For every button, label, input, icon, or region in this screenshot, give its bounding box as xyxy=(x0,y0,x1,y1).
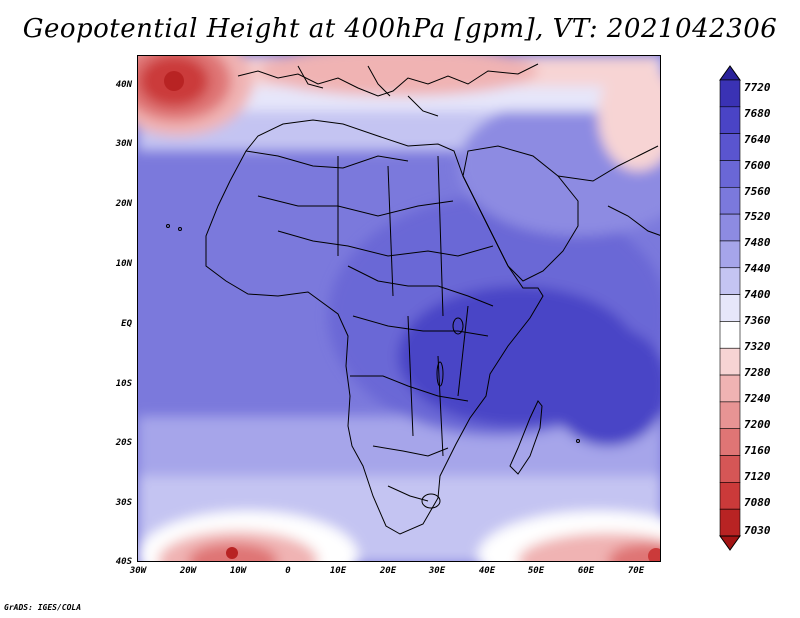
lat-label-eq: EQ xyxy=(121,319,132,329)
lon-label-20e: 20E xyxy=(379,566,397,576)
lon-label-30w: 30W xyxy=(129,566,147,576)
colorbar-cell xyxy=(719,240,741,269)
low-center-sw xyxy=(226,547,238,559)
lon-label-40e: 40E xyxy=(478,566,496,576)
coastlines xyxy=(166,63,660,535)
colorbar-arrow-top xyxy=(719,65,741,81)
colorbar-label: 7480 xyxy=(744,236,771,249)
colorbar-label: 7400 xyxy=(744,288,771,301)
colorbar-label: 7440 xyxy=(744,262,771,275)
lon-label-60e: 60E xyxy=(577,566,595,576)
geopotential-field xyxy=(138,56,660,561)
colorbar xyxy=(719,65,741,551)
lon-label-10e: 10E xyxy=(329,566,347,576)
colorbar-label: 7520 xyxy=(744,210,771,223)
lon-label-10w: 10W xyxy=(229,566,247,576)
colorbar-cell xyxy=(719,455,741,483)
lat-label-10s: 10S xyxy=(115,379,132,389)
lat-label-20n: 20N xyxy=(115,199,132,209)
colorbar-label: 7160 xyxy=(744,444,771,457)
lat-label-10n: 10N xyxy=(115,259,132,269)
colorbar-label: 7200 xyxy=(744,418,771,431)
lon-label-30e: 30E xyxy=(428,566,446,576)
lon-label-20w: 20W xyxy=(179,566,197,576)
colorbar-cell xyxy=(719,401,741,430)
low-center-nw xyxy=(164,71,184,91)
colorbar-label: 7600 xyxy=(744,159,771,172)
grads-credit: GrADS: IGES/COLA xyxy=(4,603,82,612)
colorbar-label: 7120 xyxy=(744,470,771,483)
colorbar-label: 7680 xyxy=(744,107,771,120)
colorbar-label: 7320 xyxy=(744,340,771,353)
colorbar-label: 7360 xyxy=(744,314,771,327)
colorbar-cell xyxy=(719,508,741,537)
colorbar-cell xyxy=(719,186,741,215)
colorbar-label: 7560 xyxy=(744,185,771,198)
colorbar-label: 7640 xyxy=(744,133,771,146)
colorbar-label: 7280 xyxy=(744,366,771,379)
lat-label-30n: 30N xyxy=(115,139,132,149)
colorbar-label: 7720 xyxy=(744,81,771,94)
colorbar-cell xyxy=(719,428,741,456)
lat-label-40n: 40N xyxy=(115,80,132,90)
colorbar-cell xyxy=(719,482,741,510)
map-title: Geopotential Height at 400hPa [gpm], VT:… xyxy=(22,14,778,44)
map-panel xyxy=(137,55,661,562)
colorbar-cell xyxy=(719,79,741,108)
colorbar-label: 7080 xyxy=(744,496,771,509)
colorbar-cell xyxy=(719,347,741,376)
colorbar-label: 7030 xyxy=(744,524,771,537)
lat-label-40s: 40S xyxy=(115,557,132,567)
colorbar-cell xyxy=(719,294,741,322)
colorbar-cell xyxy=(719,106,741,134)
colorbar-cell xyxy=(719,374,741,403)
colorbar-cell xyxy=(719,133,741,161)
lat-label-30s: 30S xyxy=(115,498,132,508)
lon-label-50e: 50E xyxy=(527,566,545,576)
colorbar-arrow-bottom xyxy=(719,535,741,551)
colorbar-label: 7240 xyxy=(744,392,771,405)
colorbar-cell xyxy=(719,213,741,242)
colorbar-cell xyxy=(719,160,741,188)
colorbar-cell xyxy=(719,267,741,295)
lat-label-20s: 20S xyxy=(115,438,132,448)
colorbar-cell xyxy=(719,321,741,349)
lon-label-0: 0 xyxy=(285,566,291,576)
lon-label-70e: 70E xyxy=(627,566,645,576)
low-center-se xyxy=(648,548,660,561)
